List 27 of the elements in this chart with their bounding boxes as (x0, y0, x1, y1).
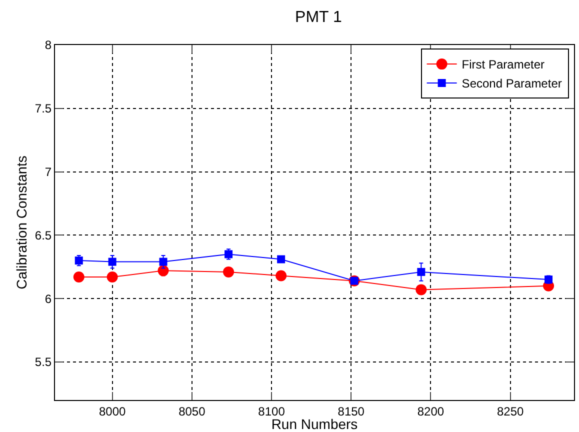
y-tick-label: 6.5 (34, 228, 52, 242)
point (223, 266, 234, 278)
point (276, 270, 287, 282)
legend-label: Second Parameter (462, 76, 562, 91)
x-tick-label: 8050 (178, 404, 206, 418)
point (277, 255, 286, 264)
x-tick-label: 8000 (98, 404, 126, 418)
y-tick-label: 6 (44, 292, 52, 306)
x-tick-label: 8200 (417, 404, 444, 418)
point (106, 272, 118, 283)
x-tick-label: 8250 (496, 404, 524, 418)
point (417, 268, 426, 276)
x-axis-title: Run Numbers (271, 416, 358, 432)
y-tick-label: 7 (44, 164, 52, 179)
x-tick-label: 8150 (338, 404, 365, 418)
y-tick-label: 5.5 (34, 355, 52, 370)
x-tick-label: 8100 (258, 404, 286, 418)
y-axis-title: Calibration Constants (14, 156, 30, 290)
y-tick-label: 7.5 (34, 102, 52, 116)
point (159, 258, 168, 266)
legend-label: First Parameter (462, 58, 544, 72)
chart-title: PMT 1 (295, 9, 342, 26)
point (158, 265, 169, 276)
point (73, 272, 84, 283)
point (108, 258, 116, 266)
y-tick-label: 8 (44, 38, 52, 52)
point (416, 284, 427, 296)
